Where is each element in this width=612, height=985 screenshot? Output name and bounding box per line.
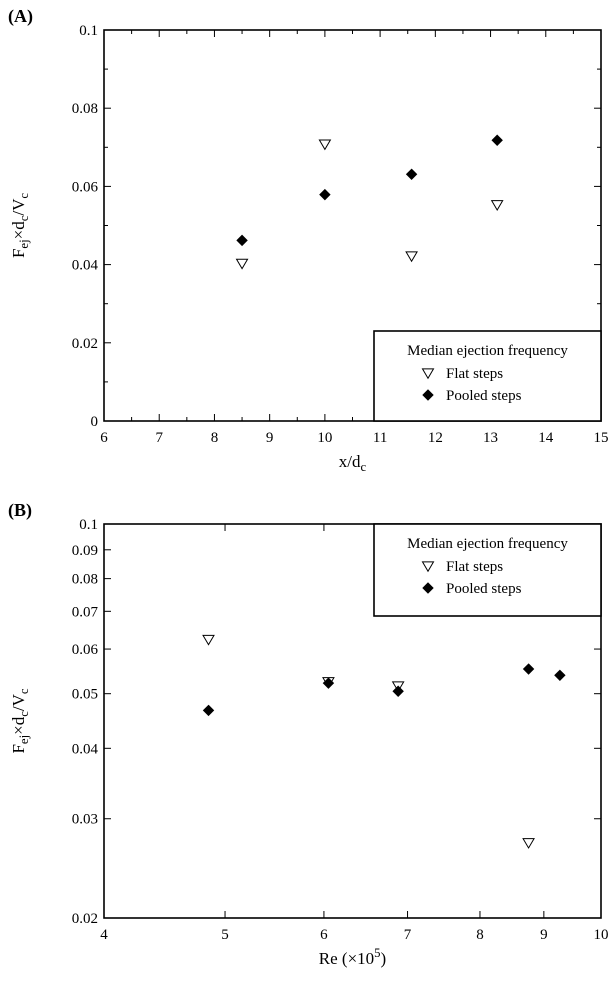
- y-tick-label: 0.04: [72, 258, 99, 274]
- plot-frame: [103, 523, 602, 919]
- x-tick-label: 7: [404, 927, 412, 943]
- chart-panel-a: (A) 6 7 8 9 10 11 12 13 14 15 0 0.02 0.04 0.06 0.08 0.1 x…: [8, 6, 609, 474]
- flat-steps-point: [235, 258, 249, 270]
- legend-entry: Flat steps: [446, 559, 503, 575]
- x-axis-label: Re (×105): [319, 946, 386, 968]
- legend-title: Median ejection frequency: [407, 536, 568, 552]
- legend-flat-steps-marker: [421, 561, 435, 573]
- legend-entry: Pooled steps: [446, 388, 522, 404]
- y-tick-label: 0.02: [72, 911, 98, 927]
- legend: Median ejection frequency Flat steps Poole…: [373, 330, 602, 422]
- x-tick-label: 6: [320, 927, 328, 943]
- flat-steps-point: [318, 139, 332, 151]
- pooled-steps-point: [392, 685, 404, 697]
- pooled-steps-point: [236, 234, 248, 247]
- x-tick-label: 9: [540, 927, 548, 943]
- legend-entry: Flat steps: [446, 366, 503, 382]
- panel-label: (A): [8, 6, 33, 27]
- legend-pooled-steps-marker: [422, 389, 434, 401]
- pooled-steps-point: [554, 669, 566, 682]
- flat-steps-point: [405, 251, 418, 263]
- y-tick-label: 0.07: [72, 604, 99, 620]
- legend-flat-steps-marker: [421, 368, 435, 380]
- legend: Median ejection frequency Flat steps Poole…: [373, 523, 602, 617]
- x-tick-label: 11: [373, 430, 387, 446]
- x-axis-label: x/dc: [339, 452, 367, 474]
- y-tick-label: 0.09: [72, 543, 98, 559]
- y-tick-label: 0.04: [72, 741, 99, 757]
- x-tick-label: 6: [100, 430, 108, 446]
- y-tick-label: 0.1: [79, 517, 98, 533]
- y-axis-label: Fej×dc/Vc: [9, 688, 31, 753]
- y-tick-label: 0.02: [72, 336, 98, 352]
- pooled-steps-point: [522, 663, 535, 675]
- legend-box: [373, 330, 602, 422]
- x-tick-label: 5: [221, 927, 229, 943]
- chart-panel-b: (B) 4 5 6 7 8 9 10 0.02 0.03 0.04 0.05 0.06 0.07 0.08 0…: [8, 500, 609, 968]
- y-tick-label: 0.08: [72, 572, 98, 588]
- pooled-steps-point: [405, 168, 418, 180]
- y-tick-label: 0.1: [79, 23, 98, 39]
- y-tick-label: 0.08: [72, 101, 98, 117]
- legend-pooled-steps-marker: [422, 582, 434, 594]
- pooled-steps-point: [319, 188, 331, 201]
- x-tick-label: 14: [538, 430, 554, 446]
- y-tick-label: 0.05: [72, 687, 98, 703]
- x-tick-label: 10: [317, 430, 332, 446]
- y-tick-label: 0: [91, 414, 99, 430]
- x-tick-label: 7: [155, 430, 163, 446]
- x-tick-label: 9: [266, 430, 274, 446]
- flat-steps-point: [490, 200, 504, 211]
- legend-title: Median ejection frequency: [407, 343, 568, 359]
- x-tick-label: 15: [594, 430, 609, 446]
- x-tick-label: 12: [428, 430, 443, 446]
- y-tick-label: 0.06: [72, 642, 99, 658]
- x-tick-label: 8: [211, 430, 219, 446]
- y-tick-label: 0.03: [72, 812, 98, 828]
- x-tick-label: 8: [476, 927, 484, 943]
- x-tick-label: 4: [100, 927, 108, 943]
- pooled-steps-point: [202, 704, 215, 717]
- panel-label: (B): [8, 500, 32, 521]
- pooled-steps-point: [322, 677, 335, 689]
- flat-steps-point: [522, 838, 535, 849]
- x-tick-label: 13: [483, 430, 498, 446]
- x-tick-label: 10: [594, 927, 609, 943]
- pooled-steps-point: [491, 134, 503, 146]
- y-axis-label: Fej×dc/Vc: [9, 193, 31, 258]
- flat-steps-point: [202, 634, 215, 646]
- legend-box: [373, 523, 602, 617]
- legend-entry: Pooled steps: [446, 581, 522, 597]
- y-tick-label: 0.06: [72, 179, 99, 195]
